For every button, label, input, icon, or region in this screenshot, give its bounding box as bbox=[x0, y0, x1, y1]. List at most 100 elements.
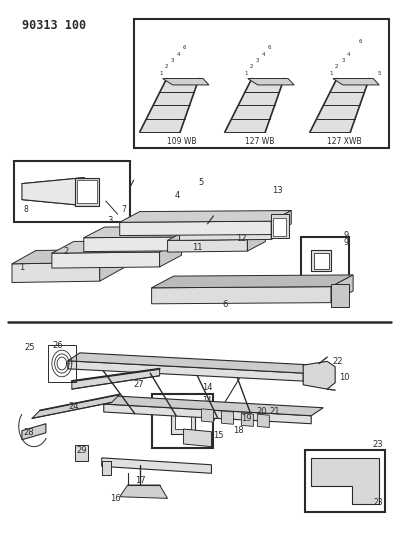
Polygon shape bbox=[163, 78, 209, 85]
Text: 4: 4 bbox=[177, 52, 180, 56]
Polygon shape bbox=[257, 414, 269, 427]
Polygon shape bbox=[303, 361, 335, 389]
Polygon shape bbox=[310, 78, 369, 132]
Polygon shape bbox=[225, 78, 284, 132]
Text: 14: 14 bbox=[202, 383, 212, 392]
FancyBboxPatch shape bbox=[77, 180, 97, 203]
FancyBboxPatch shape bbox=[175, 413, 191, 429]
Text: 28: 28 bbox=[24, 429, 34, 437]
Polygon shape bbox=[68, 353, 315, 373]
Polygon shape bbox=[84, 226, 240, 238]
Text: 127 WB: 127 WB bbox=[245, 136, 275, 146]
Text: 9: 9 bbox=[344, 231, 349, 240]
Text: 12: 12 bbox=[236, 235, 247, 243]
Text: 25: 25 bbox=[25, 343, 35, 352]
Polygon shape bbox=[120, 221, 271, 236]
Text: 127 XWB: 127 XWB bbox=[327, 136, 361, 146]
FancyBboxPatch shape bbox=[311, 250, 331, 271]
Text: 13: 13 bbox=[272, 186, 282, 195]
Text: 1: 1 bbox=[19, 263, 25, 272]
Text: 23: 23 bbox=[372, 440, 383, 449]
Text: 6: 6 bbox=[223, 301, 228, 309]
Polygon shape bbox=[32, 394, 120, 418]
Polygon shape bbox=[180, 218, 289, 229]
Text: 17: 17 bbox=[135, 477, 146, 485]
FancyBboxPatch shape bbox=[134, 19, 389, 148]
Polygon shape bbox=[333, 78, 379, 85]
Polygon shape bbox=[152, 287, 331, 304]
Text: 19: 19 bbox=[241, 414, 252, 423]
Text: 2: 2 bbox=[250, 64, 253, 69]
Text: 2: 2 bbox=[335, 64, 339, 69]
Text: 14: 14 bbox=[203, 396, 212, 405]
Text: 29: 29 bbox=[77, 446, 87, 455]
Text: 11: 11 bbox=[192, 244, 203, 252]
Polygon shape bbox=[247, 230, 265, 251]
Text: 10: 10 bbox=[339, 373, 349, 382]
Polygon shape bbox=[180, 228, 271, 240]
FancyBboxPatch shape bbox=[75, 445, 88, 461]
Text: 26: 26 bbox=[53, 341, 63, 350]
Polygon shape bbox=[52, 240, 182, 253]
Text: 7: 7 bbox=[122, 205, 126, 214]
Polygon shape bbox=[102, 458, 211, 473]
FancyBboxPatch shape bbox=[170, 408, 195, 434]
Text: 23: 23 bbox=[373, 498, 383, 507]
Polygon shape bbox=[184, 429, 211, 447]
FancyBboxPatch shape bbox=[314, 253, 329, 269]
Text: 8: 8 bbox=[24, 205, 29, 214]
Polygon shape bbox=[140, 78, 199, 132]
FancyBboxPatch shape bbox=[305, 450, 385, 512]
Text: 6: 6 bbox=[183, 45, 186, 50]
Text: 3: 3 bbox=[171, 58, 174, 63]
Polygon shape bbox=[84, 237, 219, 252]
Polygon shape bbox=[22, 177, 84, 206]
Text: 2: 2 bbox=[165, 64, 168, 69]
Text: 3: 3 bbox=[341, 58, 345, 63]
Text: 4: 4 bbox=[262, 52, 265, 56]
Text: 24: 24 bbox=[69, 402, 79, 410]
Polygon shape bbox=[12, 249, 124, 264]
Text: 3: 3 bbox=[107, 216, 113, 224]
Text: 3: 3 bbox=[256, 58, 259, 63]
Text: 4: 4 bbox=[347, 52, 351, 56]
Text: 6: 6 bbox=[359, 39, 363, 44]
Polygon shape bbox=[219, 226, 240, 251]
Text: 2: 2 bbox=[63, 247, 69, 256]
Polygon shape bbox=[241, 413, 253, 426]
Text: 5: 5 bbox=[377, 71, 381, 76]
Polygon shape bbox=[271, 211, 291, 235]
Polygon shape bbox=[168, 230, 265, 240]
Polygon shape bbox=[104, 396, 323, 416]
Polygon shape bbox=[248, 78, 294, 85]
Polygon shape bbox=[152, 275, 353, 288]
FancyBboxPatch shape bbox=[331, 284, 349, 307]
Polygon shape bbox=[68, 361, 303, 381]
Polygon shape bbox=[52, 252, 160, 268]
Text: 90313 100: 90313 100 bbox=[22, 19, 86, 31]
FancyBboxPatch shape bbox=[14, 161, 130, 222]
Text: 22: 22 bbox=[332, 357, 342, 366]
Polygon shape bbox=[22, 424, 46, 440]
Polygon shape bbox=[331, 275, 353, 303]
Text: 15: 15 bbox=[213, 431, 224, 440]
Polygon shape bbox=[168, 239, 247, 252]
Text: 20: 20 bbox=[256, 407, 267, 416]
Polygon shape bbox=[120, 211, 291, 222]
FancyBboxPatch shape bbox=[271, 214, 289, 238]
Polygon shape bbox=[100, 249, 124, 281]
Polygon shape bbox=[120, 485, 168, 498]
Polygon shape bbox=[12, 263, 100, 282]
Text: 4: 4 bbox=[175, 191, 180, 200]
Text: 1: 1 bbox=[244, 71, 247, 76]
Polygon shape bbox=[72, 369, 160, 389]
Text: 21: 21 bbox=[269, 407, 280, 416]
Polygon shape bbox=[104, 404, 311, 424]
Text: 109 WB: 109 WB bbox=[167, 136, 196, 146]
Polygon shape bbox=[271, 218, 289, 239]
Text: 18: 18 bbox=[233, 426, 244, 434]
Polygon shape bbox=[160, 240, 182, 267]
FancyBboxPatch shape bbox=[152, 394, 213, 448]
FancyBboxPatch shape bbox=[301, 237, 349, 284]
FancyBboxPatch shape bbox=[102, 461, 111, 475]
